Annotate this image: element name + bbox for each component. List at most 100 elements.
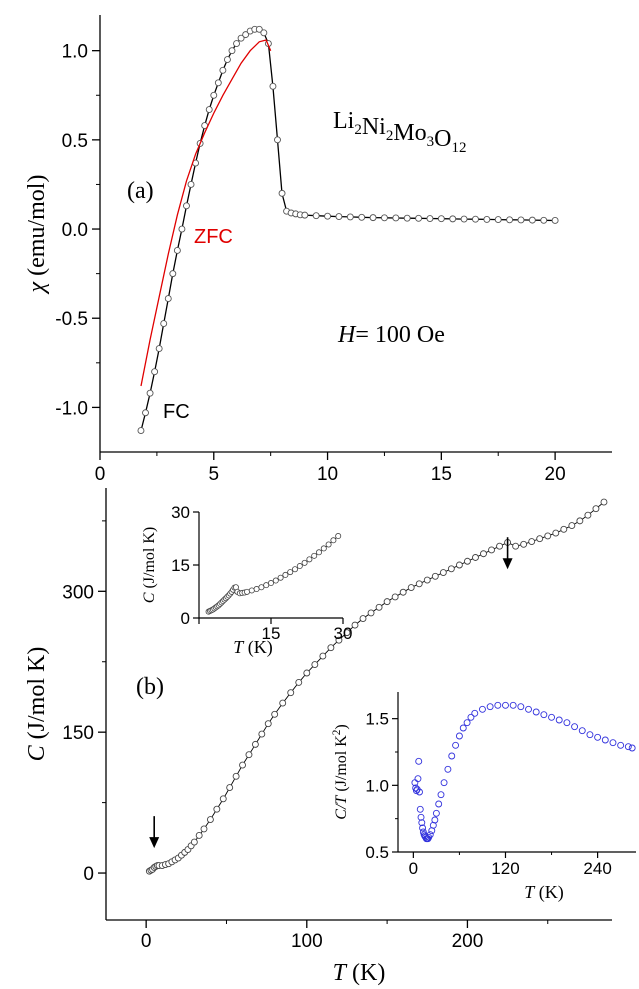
data-point-fc (426, 215, 434, 222)
data-point-c (351, 621, 359, 629)
inset1-data-point (301, 559, 308, 566)
data-point-fc (164, 295, 172, 303)
data-point-c (295, 678, 303, 686)
x-tick-label-a: 5 (208, 464, 219, 485)
data-point-fc (214, 79, 222, 87)
inset1-data-point (315, 549, 322, 556)
data-point-fc (210, 91, 218, 99)
data-point-c (584, 511, 592, 519)
inset1-data-point (272, 577, 279, 584)
inset2-data-point (426, 831, 434, 839)
inset1-data-point (267, 580, 274, 587)
inset2-y-axis-label-rest: (J/mol K (333, 735, 350, 796)
data-point-c (327, 644, 335, 652)
y-axis-label-b: C (J/mol K) (24, 647, 50, 762)
data-point-fc (346, 213, 354, 221)
data-point-c (480, 550, 487, 558)
inset2-data-point (448, 752, 456, 760)
inset2-y-tick-label: 1.0 (365, 776, 389, 795)
compound-element: O (434, 126, 451, 152)
data-point-c (447, 565, 455, 573)
data-point-c (258, 730, 266, 738)
inset1-data-point (282, 571, 289, 578)
inset2-data-point (628, 744, 636, 752)
data-point-c (271, 710, 279, 718)
data-point-c (399, 588, 407, 596)
field-label-italic: H (337, 322, 357, 348)
y-tick-label-b: 0 (83, 864, 94, 885)
x-axis-label-b-rest: (K) (346, 960, 385, 986)
inset2-data-point (624, 743, 632, 751)
data-point-c (200, 825, 208, 833)
compound-subscript: 3 (427, 134, 435, 150)
inset1-x-axis-label: T (K) (233, 637, 273, 658)
y-tick-label-a: -0.5 (55, 309, 88, 330)
transition-arrow-head (502, 558, 513, 570)
data-point-c (287, 689, 295, 697)
inset2-y-axis-label-sup: 2 (331, 730, 343, 736)
data-point-c (431, 572, 439, 580)
inset2-y-axis-label: C/T (J/mol K2) (331, 724, 350, 819)
inset2-x-axis-label: T (K) (524, 882, 564, 903)
y-tick-label-a: 1.0 (62, 42, 88, 63)
data-point-fc (219, 66, 227, 74)
inset2-data-point (617, 741, 625, 749)
data-point-c (279, 699, 287, 707)
y-tick-label-a: 0.0 (62, 220, 88, 241)
inset1-data-point (263, 582, 270, 589)
inset2-data-point (555, 716, 563, 724)
data-point-c (439, 569, 447, 576)
compound-element: Li (333, 108, 355, 134)
data-point-fc (151, 368, 159, 376)
compound-label: Li2Ni2Mo3O12 (333, 108, 467, 156)
inset1-x-axis-label-italic: T (233, 637, 245, 657)
x-tick-label-b: 200 (452, 931, 484, 952)
inset2-data-point (494, 701, 502, 709)
data-point-fc (392, 214, 400, 222)
inset2-data-point (471, 709, 479, 717)
inset2-data-point (540, 711, 548, 719)
inset1-data-point (335, 533, 342, 540)
x-tick-label-a: 0 (95, 464, 106, 485)
inset2-data-point (463, 719, 471, 727)
data-point-fc (237, 34, 245, 42)
data-point-fc (324, 212, 332, 220)
data-point-c (463, 557, 471, 565)
inset1-data-point (258, 584, 265, 591)
inset2-x-tick-label: 0 (409, 859, 418, 878)
inset2-data-point (440, 779, 448, 787)
data-point-fc (517, 216, 525, 224)
data-point-c (520, 540, 528, 548)
data-point-fc (274, 136, 281, 144)
inset2-data-point (548, 713, 555, 721)
data-point-fc (178, 225, 186, 233)
inset2-y-axis-label-end: ) (333, 724, 350, 729)
inset2-data-point (415, 757, 423, 765)
inset2-data-point (509, 701, 517, 709)
y-tick-label-b: 150 (62, 723, 94, 744)
data-point-c (319, 652, 327, 660)
data-point-fc (312, 212, 320, 220)
inset2-data-point (502, 701, 509, 709)
data-point-fc (380, 214, 388, 222)
data-point-fc (142, 409, 149, 417)
inset2-data-point (431, 816, 439, 824)
data-point-fc (205, 106, 213, 113)
data-point-fc (155, 345, 163, 352)
inset2-data-point (532, 708, 540, 716)
y-tick-label-a: 0.5 (62, 131, 88, 152)
data-point-fc (528, 216, 536, 224)
data-point-fc (169, 270, 177, 278)
data-point-c (206, 816, 214, 823)
inset1-data-point (296, 563, 303, 570)
data-point-fc (242, 31, 250, 39)
data-point-c (264, 720, 272, 728)
data-point-fc (260, 29, 268, 37)
inset2-data-point (479, 705, 486, 713)
inset2-data-point (419, 824, 427, 832)
inset2-x-tick-label: 120 (491, 859, 519, 878)
data-point-fc (233, 40, 240, 47)
inset1-y-axis-label: C (J/mol K) (141, 527, 158, 603)
inset2-y-axis-label-italic: C/T (333, 795, 350, 820)
inset-specific-heat-low-t: 15 30 0 15 30 C (J/mol K) T (K) (141, 503, 352, 658)
